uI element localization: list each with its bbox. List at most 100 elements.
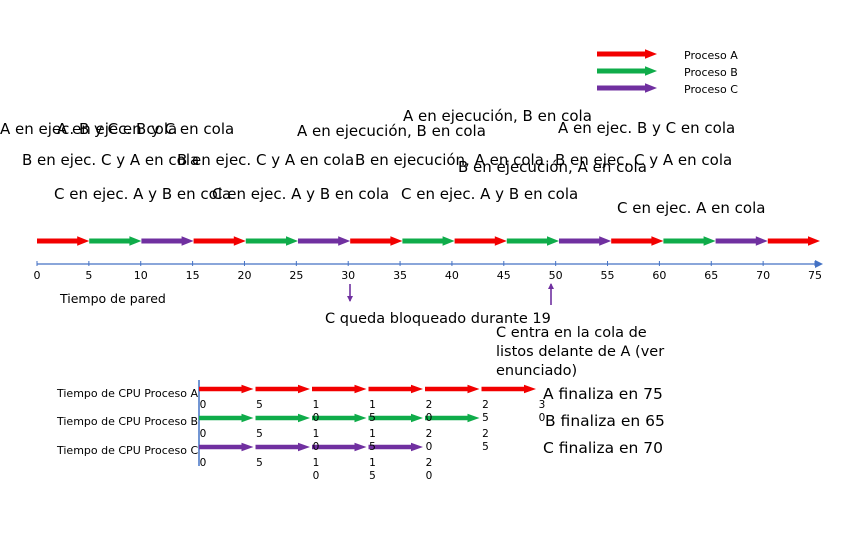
timeline-tick-label: 45 — [497, 269, 511, 282]
timeline-tick-label: 0 — [34, 269, 41, 282]
timeline-segment-c — [715, 236, 768, 246]
cpu-tick-label: 15 — [369, 457, 376, 482]
cpu-tick-label: 10 — [313, 399, 320, 424]
timeline-tick-label: 50 — [549, 269, 563, 282]
cpu-segment-c — [255, 442, 310, 452]
timeline-tick-label: 5 — [85, 269, 92, 282]
svg-text:2: 2 — [426, 457, 433, 469]
cpu-segment-a — [425, 384, 480, 394]
svg-text:5: 5 — [369, 441, 376, 453]
cpu-tick-label: 25 — [482, 399, 489, 424]
svg-text:2: 2 — [482, 428, 489, 440]
cpu-tick-label: 20 — [426, 428, 433, 453]
cpu-tick-label: 0 — [200, 399, 207, 411]
timeline-segment-a — [37, 236, 90, 246]
cpu-tick-label: 30 — [539, 399, 546, 424]
svg-text:5: 5 — [369, 470, 376, 482]
state-labels: A en ejec. B y C en cola A en ejec. B y … — [0, 107, 765, 217]
timeline-tick-label: 30 — [341, 269, 355, 282]
cpu-tick-label: 15 — [369, 399, 376, 424]
svg-text:2: 2 — [482, 399, 489, 411]
axis-label: Tiempo de pared — [59, 291, 166, 306]
svg-text:3: 3 — [539, 399, 546, 411]
cpu-segment-a — [481, 384, 536, 394]
state-label: C en ejec. A y B en cola — [401, 185, 578, 203]
state-label: A en ejec. B y C en cola — [57, 120, 234, 138]
legend-label-c: Proceso C — [684, 83, 738, 96]
legend-label-a: Proceso A — [684, 49, 738, 62]
cpu-tick-label: 5 — [256, 428, 263, 440]
svg-text:0: 0 — [539, 412, 546, 424]
cpu-segment-b — [368, 413, 423, 423]
cpu-tick-label: 20 — [426, 457, 433, 482]
svg-text:0: 0 — [200, 457, 207, 469]
timeline-axis-arrowhead — [815, 260, 823, 268]
timeline-segment-b — [402, 236, 455, 246]
finish-note-c: C finaliza en 70 — [543, 439, 663, 457]
timeline-ticks: 0 5 10 15 20 25 30 35 40 45 50 55 60 65 70 75 — [34, 261, 822, 282]
state-label: B en ejec. C y A en cola — [177, 151, 354, 169]
state-label: B en ejecución, A en cola — [355, 151, 544, 169]
state-label: C en ejec. A y B en cola — [212, 185, 389, 203]
cpu-row-label-c: Tiempo de CPU Proceso C — [56, 444, 198, 457]
cpu-segment-c — [368, 442, 423, 452]
timeline-segment-c — [298, 236, 351, 246]
timeline-tick-label: 70 — [756, 269, 770, 282]
cpu-tick-label: 10 — [313, 457, 320, 482]
state-label: A en ejec. B y C en cola — [0, 120, 177, 138]
timeline-tick-label: 35 — [393, 269, 407, 282]
timeline-segment-b — [663, 236, 716, 246]
state-label: C en ejec. A y B en cola — [54, 185, 231, 203]
state-label: C en ejec. A en cola — [617, 199, 765, 217]
timeline-tick-label: 60 — [652, 269, 666, 282]
cpu-time-section: Tiempo de CPU Proceso A Tiempo de CPU Pr… — [56, 380, 665, 482]
legend-arrow — [597, 83, 657, 93]
timeline-tick-label: 15 — [186, 269, 200, 282]
cpu-tick-label: 0 — [200, 428, 207, 440]
cpu-row-label-b: Tiempo de CPU Proceso B — [56, 415, 198, 428]
cpu-segment-b — [255, 413, 310, 423]
timeline-tick-label: 20 — [237, 269, 251, 282]
legend-item-a: Proceso A — [597, 49, 738, 62]
cpu-bars — [199, 384, 536, 452]
svg-text:5: 5 — [256, 399, 263, 411]
enters-note-line2: listos delante de A (ver — [496, 344, 664, 360]
svg-text:5: 5 — [256, 428, 263, 440]
cpu-tick-label: 20 — [426, 399, 433, 424]
svg-text:5: 5 — [482, 412, 489, 424]
legend-arrow-a — [597, 49, 657, 59]
state-label: B en ejec. C y A en cola — [555, 151, 732, 169]
timeline-tick-label: 40 — [445, 269, 459, 282]
svg-text:1: 1 — [369, 457, 376, 469]
timeline-segment-a — [193, 236, 246, 246]
cpu-segment-c — [312, 442, 367, 452]
timeline-tick-label: 65 — [704, 269, 718, 282]
timeline-tick-label: 10 — [134, 269, 148, 282]
cpu-tick-label: 5 — [256, 399, 263, 411]
timeline-segment-a — [454, 236, 507, 246]
timeline-arrows — [37, 236, 820, 246]
cpu-segment-a — [199, 384, 254, 394]
svg-text:1: 1 — [369, 399, 376, 411]
svg-text:0: 0 — [313, 441, 320, 453]
cpu-segment-a — [255, 384, 310, 394]
enters-marker — [548, 283, 554, 305]
svg-text:2: 2 — [426, 399, 433, 411]
svg-text:0: 0 — [200, 428, 207, 440]
svg-text:0: 0 — [426, 470, 433, 482]
svg-text:2: 2 — [426, 428, 433, 440]
state-label: B en ejec. C y A en cola — [22, 151, 199, 169]
svg-text:0: 0 — [313, 470, 320, 482]
state-label: B en ejecución, A en cola — [458, 158, 647, 176]
enters-note-line3: enunciado) — [496, 363, 577, 379]
svg-text:1: 1 — [313, 399, 320, 411]
timeline-segment-b — [506, 236, 559, 246]
svg-text:0: 0 — [313, 412, 320, 424]
svg-text:1: 1 — [369, 428, 376, 440]
annotations: C queda bloqueado durante 19 C entra en … — [325, 283, 664, 379]
timeline-tick-label: 55 — [601, 269, 615, 282]
state-label: A en ejecución, B en cola — [403, 107, 592, 125]
cpu-segment-b — [199, 413, 254, 423]
timeline-segment-b — [245, 236, 298, 246]
